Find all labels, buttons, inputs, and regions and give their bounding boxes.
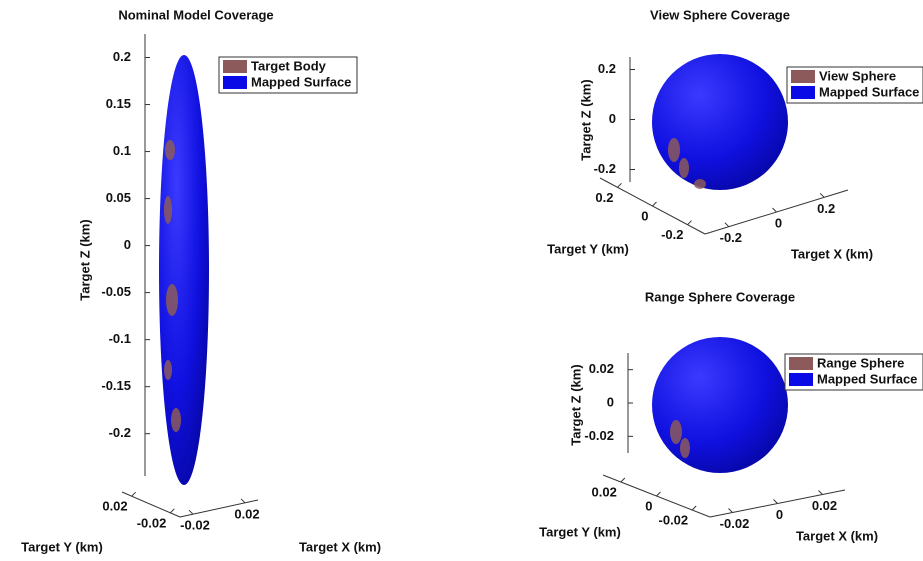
chart-title: Range Sphere Coverage xyxy=(645,289,795,304)
legend-label: View Sphere xyxy=(819,68,896,83)
y-tick-label: 0.02 xyxy=(102,499,127,514)
y-tick xyxy=(653,202,657,206)
x-tick-label: 0.2 xyxy=(817,201,835,216)
y-tick xyxy=(618,183,622,187)
panel: Nominal Model Coverage 0.2 0.15 0.1 0.05 0 -0.… xyxy=(21,7,381,554)
chart-title: Nominal Model Coverage xyxy=(118,7,273,22)
legend-label: Mapped Surface xyxy=(817,371,917,386)
z-tick-label: -0.02 xyxy=(584,428,614,443)
z-tick-label: 0.05 xyxy=(106,190,131,205)
y-tick xyxy=(688,221,692,225)
z-axis-label: Target Z (km) xyxy=(578,79,593,160)
x-tick xyxy=(241,499,245,503)
y-axis-label: Target Y (km) xyxy=(539,524,621,539)
z-tick-label: -0.1 xyxy=(109,331,131,346)
x-tick-label: -0.02 xyxy=(720,516,750,531)
y-tick xyxy=(692,506,696,510)
z-tick-label: -0.05 xyxy=(101,284,131,299)
z-tick-label: -0.2 xyxy=(594,161,616,176)
legend-swatch xyxy=(791,70,815,83)
y-tick-label: -0.2 xyxy=(661,227,683,242)
z-tick-label: 0 xyxy=(609,111,616,126)
z-tick-label: 0.02 xyxy=(589,361,614,376)
mapped-surface xyxy=(159,55,209,485)
figure: Nominal Model Coverage 0.2 0.15 0.1 0.05 0 -0.… xyxy=(0,0,923,561)
x-tick-label: -0.02 xyxy=(180,518,210,533)
z-tick-label: 0.2 xyxy=(113,49,131,64)
y-axis xyxy=(122,492,180,517)
z-tick-label: 0 xyxy=(124,237,131,252)
x-tick-label: 0.02 xyxy=(812,498,837,513)
x-tick xyxy=(774,500,778,504)
unmapped-patch xyxy=(679,158,689,178)
unmapped-patch xyxy=(165,140,175,160)
z-tick-label: 0.15 xyxy=(106,96,131,111)
unmapped-patch xyxy=(164,196,172,224)
z-tick-label: 0.2 xyxy=(598,61,616,76)
y-tick xyxy=(132,492,136,496)
unmapped-patch xyxy=(668,138,680,162)
z-tick-label: 0.1 xyxy=(113,143,131,158)
panel: Range Sphere Coverage 0.02 0 -0.02 0.02 0 -0.0… xyxy=(539,289,923,543)
legend-swatch xyxy=(223,76,247,89)
y-tick-label: 0 xyxy=(641,208,648,223)
legend-label: Mapped Surface xyxy=(251,74,351,89)
x-tick-label: 0 xyxy=(775,215,782,230)
legend-label: Target Body xyxy=(251,58,327,73)
y-tick xyxy=(170,509,174,513)
x-tick xyxy=(820,193,824,197)
x-tick-label: 0.02 xyxy=(234,506,259,521)
x-axis-label: Target X (km) xyxy=(791,246,873,261)
y-tick xyxy=(621,478,625,482)
unmapped-patch xyxy=(171,408,181,432)
unmapped-patch xyxy=(166,284,178,316)
x-tick xyxy=(725,223,729,227)
legend-label: Mapped Surface xyxy=(819,84,919,99)
y-tick-label: 0.02 xyxy=(592,484,617,499)
y-tick xyxy=(657,492,661,496)
unmapped-patch xyxy=(164,360,172,380)
y-tick-label: 0 xyxy=(645,498,652,513)
unmapped-patch xyxy=(680,438,690,458)
y-axis-label: Target Y (km) xyxy=(547,241,629,256)
chart-title: View Sphere Coverage xyxy=(650,7,790,22)
z-axis-label: Target Z (km) xyxy=(568,364,583,445)
legend-swatch xyxy=(791,86,815,99)
y-tick-label: -0.02 xyxy=(659,512,689,527)
mapped-surface xyxy=(652,54,788,190)
legend-swatch xyxy=(789,373,813,386)
x-axis-label: Target X (km) xyxy=(796,528,878,543)
x-tick xyxy=(819,491,823,495)
unmapped-patch xyxy=(670,420,682,444)
x-tick xyxy=(773,208,777,212)
x-tick xyxy=(729,509,733,513)
x-tick xyxy=(189,510,193,514)
z-tick-label: -0.15 xyxy=(101,378,131,393)
mapped-surface xyxy=(652,337,788,473)
y-tick-label: 0.2 xyxy=(595,190,613,205)
panel: View Sphere Coverage 0.2 0 -0.2 0.2 0 -0.2 -0.2… xyxy=(547,7,923,261)
x-tick-label: 0 xyxy=(776,507,783,522)
z-tick-label: 0 xyxy=(607,394,614,409)
y-tick-label: -0.02 xyxy=(137,515,167,530)
z-axis-label: Target Z (km) xyxy=(77,219,92,300)
legend-swatch xyxy=(789,357,813,370)
unmapped-patch xyxy=(694,179,706,189)
x-tick-label: -0.2 xyxy=(720,230,742,245)
x-axis-label: Target X (km) xyxy=(299,539,381,554)
legend-label: Range Sphere xyxy=(817,355,904,370)
z-tick-label: -0.2 xyxy=(109,425,131,440)
legend-swatch xyxy=(223,60,247,73)
y-axis-label: Target Y (km) xyxy=(21,539,103,554)
